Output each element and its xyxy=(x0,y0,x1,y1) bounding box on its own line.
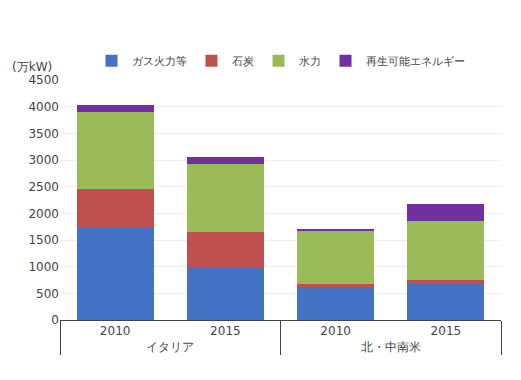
svg-text:3500: 3500 xyxy=(28,127,59,141)
svg-text:0: 0 xyxy=(51,313,59,327)
svg-text:水力: 水力 xyxy=(299,55,321,68)
svg-text:2000: 2000 xyxy=(28,207,59,221)
svg-text:4000: 4000 xyxy=(28,100,59,114)
svg-text:(万kW): (万kW) xyxy=(12,60,52,74)
svg-text:1500: 1500 xyxy=(28,233,59,247)
svg-text:2500: 2500 xyxy=(28,180,59,194)
svg-text:石炭: 石炭 xyxy=(232,55,254,68)
svg-text:2015: 2015 xyxy=(431,324,462,338)
svg-text:2015: 2015 xyxy=(210,324,241,338)
svg-text:ガス火力等: ガス火力等 xyxy=(132,55,187,68)
svg-text:2010: 2010 xyxy=(100,324,131,338)
svg-text:再生可能エネルギー: 再生可能エネルギー xyxy=(366,55,465,68)
svg-text:500: 500 xyxy=(36,287,59,301)
svg-text:1000: 1000 xyxy=(28,260,59,274)
svg-text:3000: 3000 xyxy=(28,153,59,167)
svg-text:4500: 4500 xyxy=(28,73,59,87)
svg-text:北・中南米: 北・中南米 xyxy=(361,340,421,354)
svg-text:2010: 2010 xyxy=(320,324,351,338)
svg-text:イタリア: イタリア xyxy=(146,340,194,354)
